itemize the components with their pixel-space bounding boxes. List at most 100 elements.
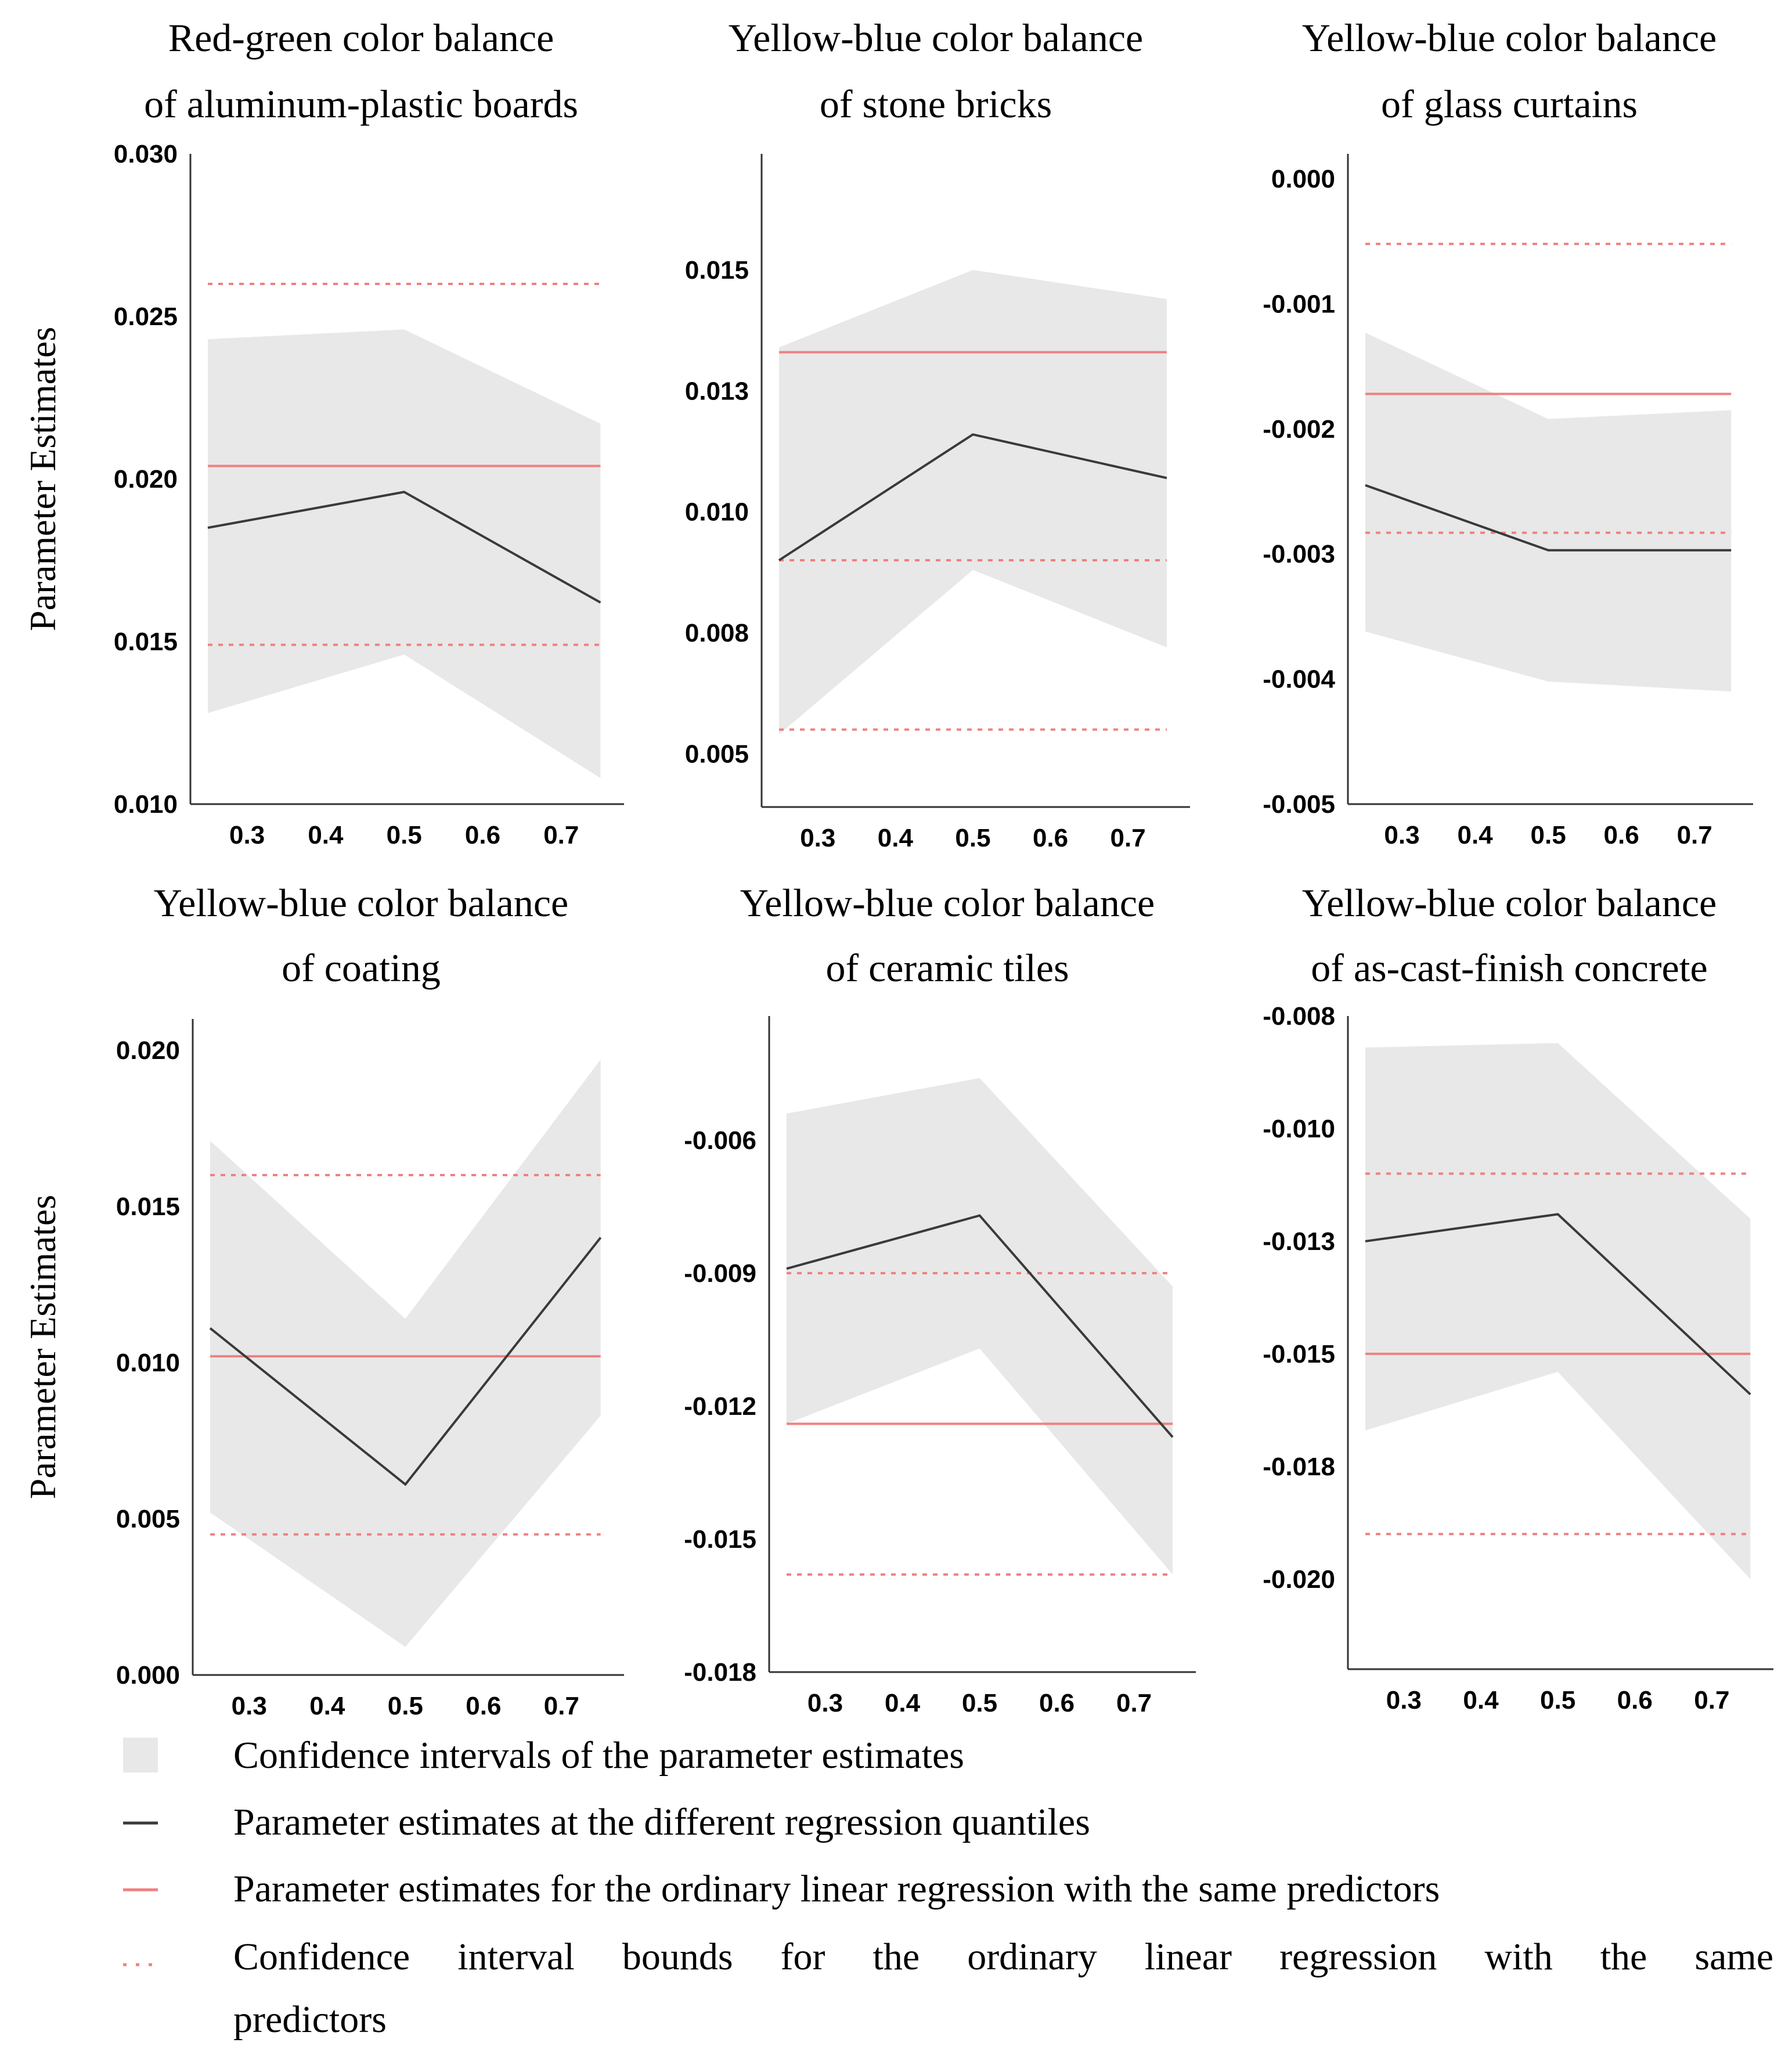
- y-tick-label: -0.005: [1263, 790, 1335, 819]
- x-tick-label: 0.5: [388, 1692, 423, 1720]
- panel-title-line: of ceramic tiles: [825, 946, 1069, 990]
- legend-label-word: the: [873, 1936, 920, 1978]
- legend-label: Parameter estimates for the ordinary lin…: [233, 1868, 1440, 1910]
- legend-label-word: linear: [1145, 1936, 1232, 1978]
- legend-label-word: interval: [457, 1936, 575, 1978]
- panel-title-line: of coating: [282, 946, 441, 990]
- y-tick-label: -0.004: [1263, 665, 1335, 694]
- y-tick-label: 0.030: [114, 140, 178, 168]
- legend: Confidence intervals of the parameter es…: [123, 1734, 1773, 2041]
- x-tick-label: 0.5: [1540, 1686, 1575, 1714]
- x-tick-label: 0.3: [232, 1692, 267, 1720]
- y-tick-label: -0.001: [1263, 290, 1335, 318]
- y-tick-label: 0.010: [116, 1349, 180, 1377]
- confidence-band: [787, 1078, 1173, 1575]
- chart-panel-1: Red-green color balance of aluminum-plast…: [22, 16, 624, 849]
- confidence-band: [1365, 1043, 1751, 1579]
- y-tick-label: 0.008: [685, 619, 749, 647]
- legend-item-3: Parameter estimates for the ordinary lin…: [123, 1868, 1440, 1910]
- panel-title-line: of aluminum-plastic boards: [144, 82, 578, 126]
- x-tick-label: 0.7: [1110, 824, 1146, 852]
- y-tick-label: -0.008: [1263, 1002, 1335, 1031]
- x-tick-label: 0.7: [1116, 1689, 1152, 1717]
- legend-label-line2: predictors: [233, 1998, 387, 2041]
- y-tick-label: 0.010: [685, 498, 749, 527]
- confidence-band: [208, 329, 601, 779]
- y-tick-label: 0.010: [114, 790, 178, 819]
- x-tick-label: 0.6: [1033, 824, 1068, 852]
- x-tick-label: 0.4: [1463, 1686, 1499, 1714]
- y-tick-label: 0.013: [685, 377, 749, 405]
- x-tick-label: 0.7: [543, 821, 579, 849]
- y-tick-label: 0.025: [114, 302, 178, 331]
- panel-title-line: Yellow-blue color balance: [154, 881, 568, 925]
- y-tick-label: -0.010: [1263, 1115, 1335, 1143]
- panel-title-line: Yellow-blue color balance: [1302, 881, 1717, 925]
- y-tick-label: -0.003: [1263, 540, 1335, 568]
- y-tick-label: -0.012: [684, 1392, 756, 1421]
- legend-item-2: Parameter estimates at the different reg…: [123, 1801, 1090, 1843]
- panel-title-line: of stone bricks: [820, 82, 1052, 126]
- y-tick-label: 0.015: [116, 1193, 180, 1221]
- x-tick-label: 0.5: [387, 821, 422, 849]
- x-tick-label: 0.5: [1531, 821, 1566, 849]
- legend-label-word: Confidence: [233, 1936, 410, 1978]
- y-tick-label: -0.020: [1263, 1565, 1335, 1594]
- panel-title-line: of glass curtains: [1381, 82, 1638, 126]
- x-tick-label: 0.7: [544, 1692, 579, 1720]
- x-tick-label: 0.5: [955, 824, 990, 852]
- legend-label: Confidence intervals of the parameter es…: [233, 1734, 964, 1777]
- y-tick-label: -0.013: [1263, 1227, 1335, 1256]
- panel-title-line: Yellow-blue color balance: [740, 881, 1155, 925]
- confidence-band: [210, 1059, 601, 1647]
- x-tick-label: 0.4: [309, 1692, 345, 1720]
- x-tick-label: 0.4: [878, 824, 914, 852]
- panel-title-line: Red-green color balance: [168, 16, 554, 60]
- y-tick-label: 0.005: [685, 740, 749, 768]
- x-tick-label: 0.3: [1384, 821, 1419, 849]
- x-tick-label: 0.4: [1457, 821, 1493, 849]
- y-axis-title: Parameter Estimates: [22, 1195, 63, 1499]
- x-tick-label: 0.3: [1386, 1686, 1422, 1714]
- y-tick-label: 0.005: [116, 1505, 180, 1533]
- chart-panel-6: Yellow-blue color balance of as-cast-fini…: [1263, 881, 1773, 1714]
- quantile-estimate-line: [207, 491, 601, 604]
- y-tick-label: 0.020: [116, 1036, 180, 1065]
- quantile-estimate-line: [786, 1214, 1174, 1438]
- chart-panel-5: Yellow-blue color balance of ceramic tile…: [684, 881, 1196, 1717]
- y-tick-label: -0.002: [1263, 415, 1335, 444]
- y-tick-label: -0.015: [684, 1525, 756, 1554]
- legend-label-word: bounds: [622, 1936, 733, 1978]
- legend-label-word: ordinary: [967, 1936, 1097, 1978]
- x-tick-label: 0.3: [807, 1689, 843, 1717]
- quantile-estimate-line: [1365, 1213, 1751, 1396]
- quantile-estimate-line: [1365, 484, 1732, 552]
- quantile-estimate-line: [778, 433, 1167, 561]
- x-tick-label: 0.6: [1617, 1686, 1653, 1714]
- y-axis-title: Parameter Estimates: [22, 327, 63, 631]
- y-tick-label: 0.020: [114, 465, 178, 493]
- chart-panel-4: Yellow-blue color balance of coating 0.000…: [22, 881, 624, 1720]
- y-tick-label: 0.000: [1271, 165, 1335, 193]
- panel-title-line: of as-cast-finish concrete: [1311, 946, 1707, 990]
- y-tick-label: -0.009: [684, 1259, 756, 1288]
- chart-panel-3: Yellow-blue color balance of glass curtai…: [1263, 16, 1753, 849]
- chart-panels: Red-green color balance of aluminum-plast…: [22, 16, 1773, 1720]
- x-tick-label: 0.6: [1604, 821, 1639, 849]
- chart-panel-2: Yellow-blue color balance of stone bricks…: [685, 16, 1190, 852]
- confidence-band: [1365, 333, 1732, 692]
- y-tick-label: -0.015: [1263, 1340, 1335, 1368]
- x-tick-label: 0.3: [800, 824, 835, 852]
- x-tick-label: 0.7: [1694, 1686, 1729, 1714]
- x-tick-label: 0.4: [885, 1689, 921, 1717]
- y-tick-label: -0.018: [684, 1658, 756, 1687]
- quantile-estimate-line: [209, 1237, 602, 1486]
- legend-label-word: same: [1694, 1936, 1773, 1978]
- legend-swatch-band: [123, 1738, 158, 1773]
- legend-item-4: Confidence interval bounds for the ordinary li…: [123, 1936, 1773, 2041]
- y-tick-label: 0.015: [114, 628, 178, 656]
- y-tick-label: 0.015: [685, 256, 749, 284]
- panel-title-line: Yellow-blue color balance: [729, 16, 1143, 60]
- x-tick-label: 0.6: [466, 1692, 501, 1720]
